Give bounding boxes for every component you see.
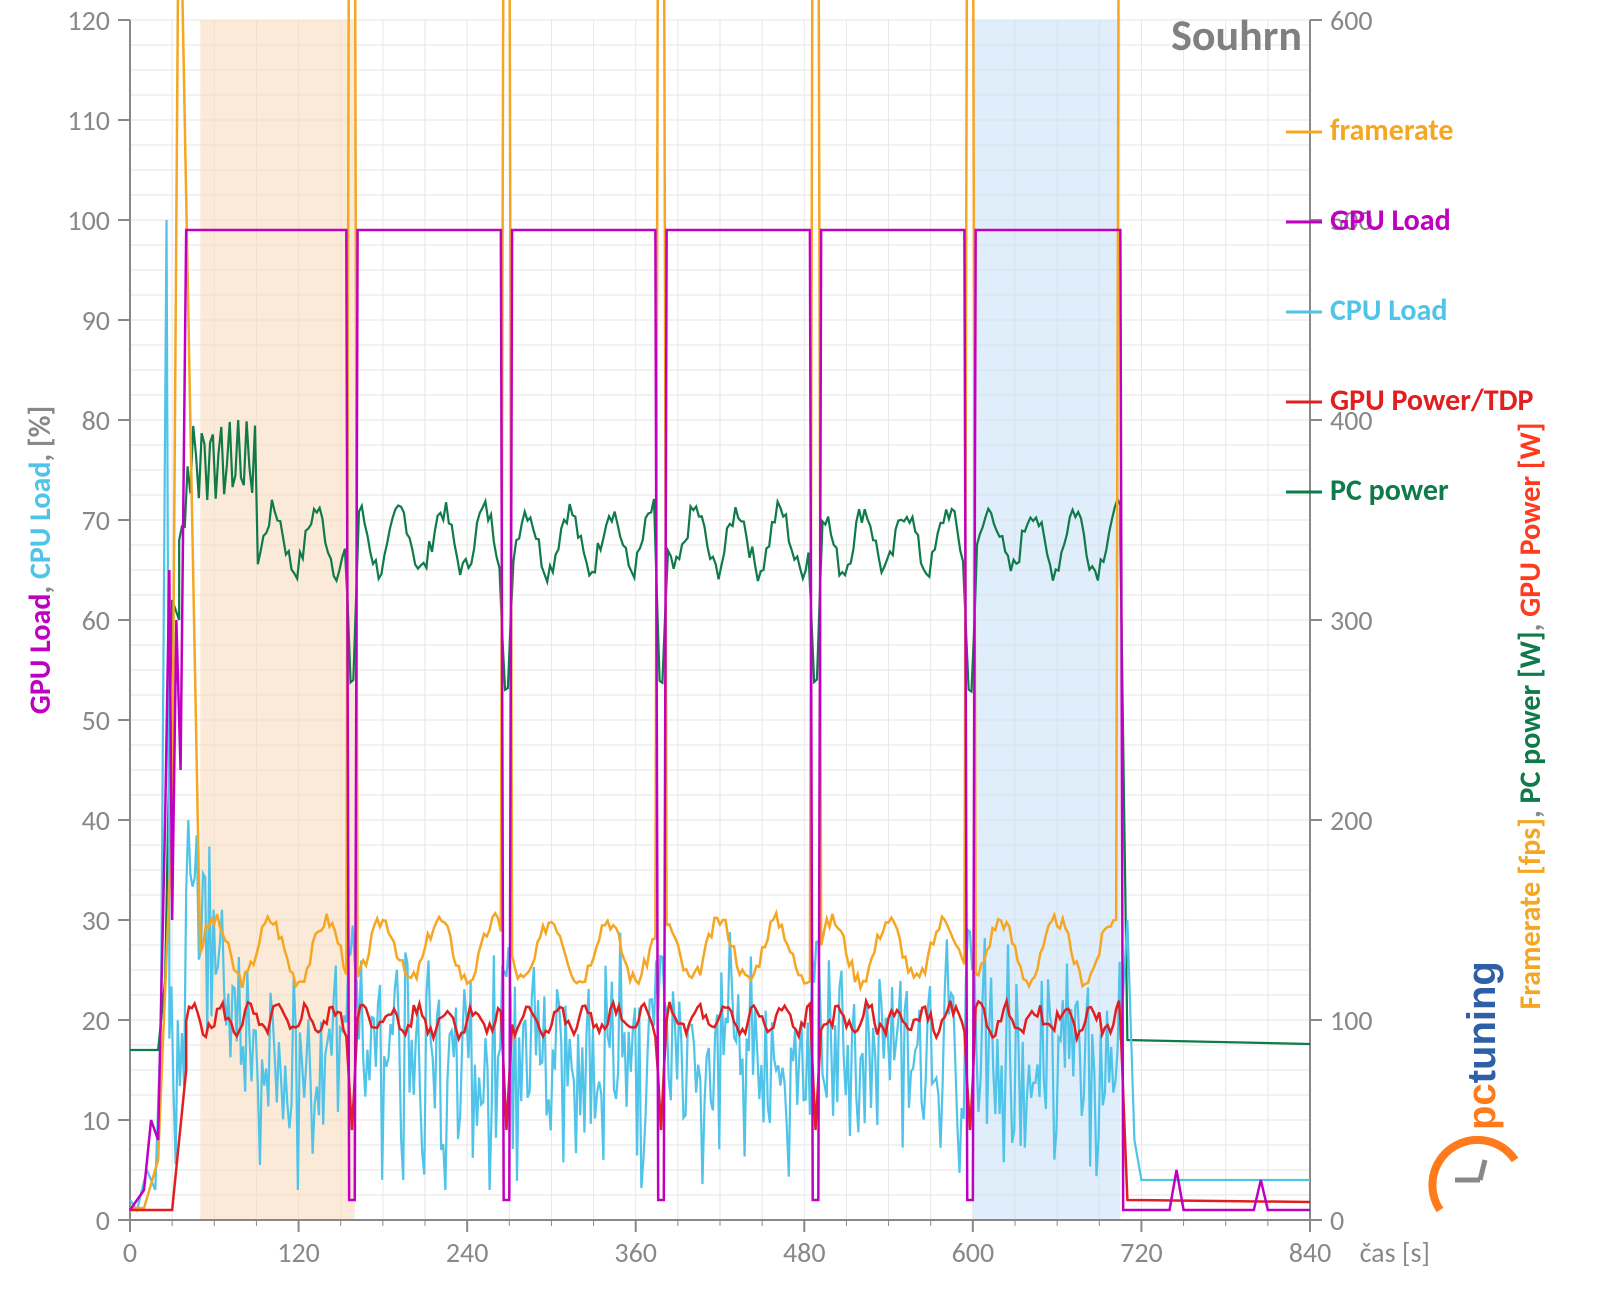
ytick-left: 10 — [82, 1103, 110, 1138]
ytick-left: 20 — [82, 1003, 110, 1038]
ytick-right: 100 — [1330, 1003, 1373, 1038]
ytick-left: 60 — [82, 603, 110, 638]
ytick-left: 110 — [67, 103, 110, 138]
y-axis-right-label: Framerate [fps], PC power [W], GPU Power… — [1512, 423, 1549, 1010]
chart-svg: 0102030405060708090100110120010020030040… — [0, 0, 1600, 1313]
xtick: 240 — [446, 1235, 489, 1270]
clock-icon — [1432, 1140, 1515, 1210]
xtick: 480 — [783, 1235, 826, 1270]
ytick-left: 120 — [67, 3, 110, 38]
ytick-right: 600 — [1330, 3, 1373, 38]
xtick: 840 — [1289, 1235, 1332, 1270]
watermark-text: pctuning — [1460, 961, 1504, 1130]
legend-label: PC power — [1330, 472, 1449, 509]
xtick: 120 — [277, 1235, 320, 1270]
chart-root: 0102030405060708090100110120010020030040… — [0, 0, 1600, 1313]
ytick-left: 30 — [82, 903, 110, 938]
ytick-left: 70 — [82, 503, 110, 538]
ytick-right: 200 — [1330, 803, 1373, 838]
chart-title: Souhrn — [1171, 8, 1302, 62]
xtick: 720 — [1120, 1235, 1163, 1270]
xtick: 600 — [952, 1235, 995, 1270]
xtick: 360 — [614, 1235, 657, 1270]
ytick-left: 100 — [67, 203, 110, 238]
y-axis-left-label: GPU Load, CPU Load, [%] — [22, 406, 59, 715]
legend-label: framerate — [1330, 112, 1454, 149]
ytick-left: 40 — [82, 803, 110, 838]
legend-label: GPU Power/TDP — [1330, 382, 1534, 419]
xtick: 0 — [123, 1235, 137, 1270]
ytick-left: 90 — [82, 303, 110, 338]
legend-label: GPU Load — [1330, 202, 1451, 239]
legend-label: CPU Load — [1330, 292, 1447, 329]
ytick-left: 0 — [96, 1203, 110, 1238]
ytick-right: 300 — [1330, 603, 1373, 638]
watermark-pctuning: pctuning — [1432, 961, 1515, 1210]
ytick-left: 50 — [82, 703, 110, 738]
ytick-right: 0 — [1330, 1203, 1344, 1238]
x-axis-label: čas [s] — [1360, 1235, 1430, 1270]
ytick-left: 80 — [82, 403, 110, 438]
